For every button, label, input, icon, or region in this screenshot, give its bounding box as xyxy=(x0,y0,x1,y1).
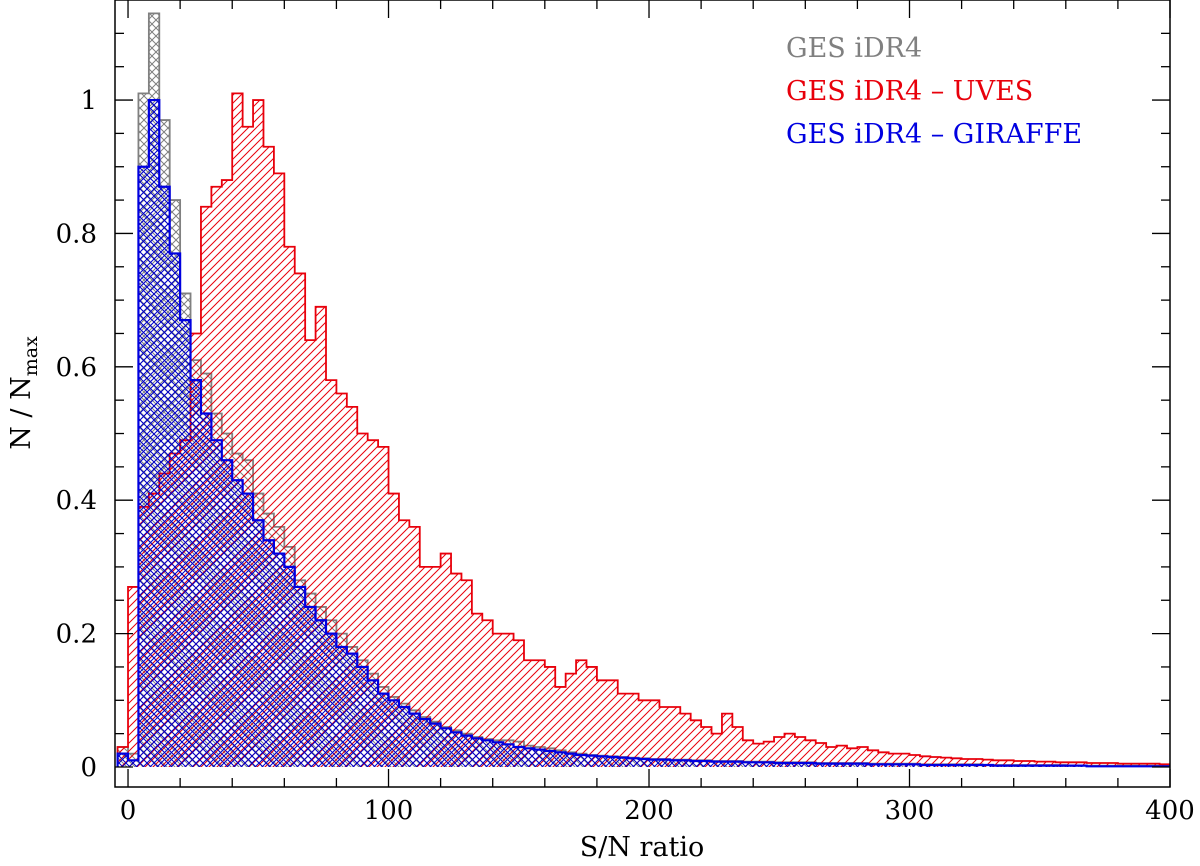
x-tick-label: 0 xyxy=(120,796,137,826)
y-tick-label: 0.6 xyxy=(56,353,97,383)
y-axis-title-sub: max xyxy=(20,336,42,376)
x-tick-label: 100 xyxy=(364,796,414,826)
legend-entry-uves: GES iDR4 – UVES xyxy=(786,76,1033,107)
x-axis-title: S/N ratio xyxy=(580,832,705,863)
x-tick-label: 200 xyxy=(624,796,674,826)
y-tick-label: 0.8 xyxy=(56,219,97,249)
x-tick-label: 300 xyxy=(885,796,935,826)
series-uves-outline xyxy=(116,92,1170,767)
series-giraffe xyxy=(116,98,1170,768)
y-axis-title-main: N / N xyxy=(6,376,37,450)
series-uves-fill xyxy=(117,93,1170,767)
y-tick-label: 0.2 xyxy=(56,620,97,650)
y-axis-title: N / Nmax xyxy=(6,336,42,450)
y-tick-label: 0.4 xyxy=(56,486,97,516)
legend-entry-giraffe: GES iDR4 – GIRAFFE xyxy=(786,119,1082,150)
series-giraffe-outline xyxy=(116,98,1170,768)
x-tick-label: 400 xyxy=(1145,796,1195,826)
series-uves xyxy=(116,92,1170,767)
y-tick-label: 1 xyxy=(80,86,97,116)
legend-entry-all: GES iDR4 xyxy=(786,33,922,64)
legend: GES iDR4 GES iDR4 – UVES GES iDR4 – GIRA… xyxy=(786,33,1082,150)
plot-frame xyxy=(114,0,1171,788)
series-giraffe-fill xyxy=(117,100,1170,767)
y-tick-label: 0 xyxy=(80,753,97,783)
